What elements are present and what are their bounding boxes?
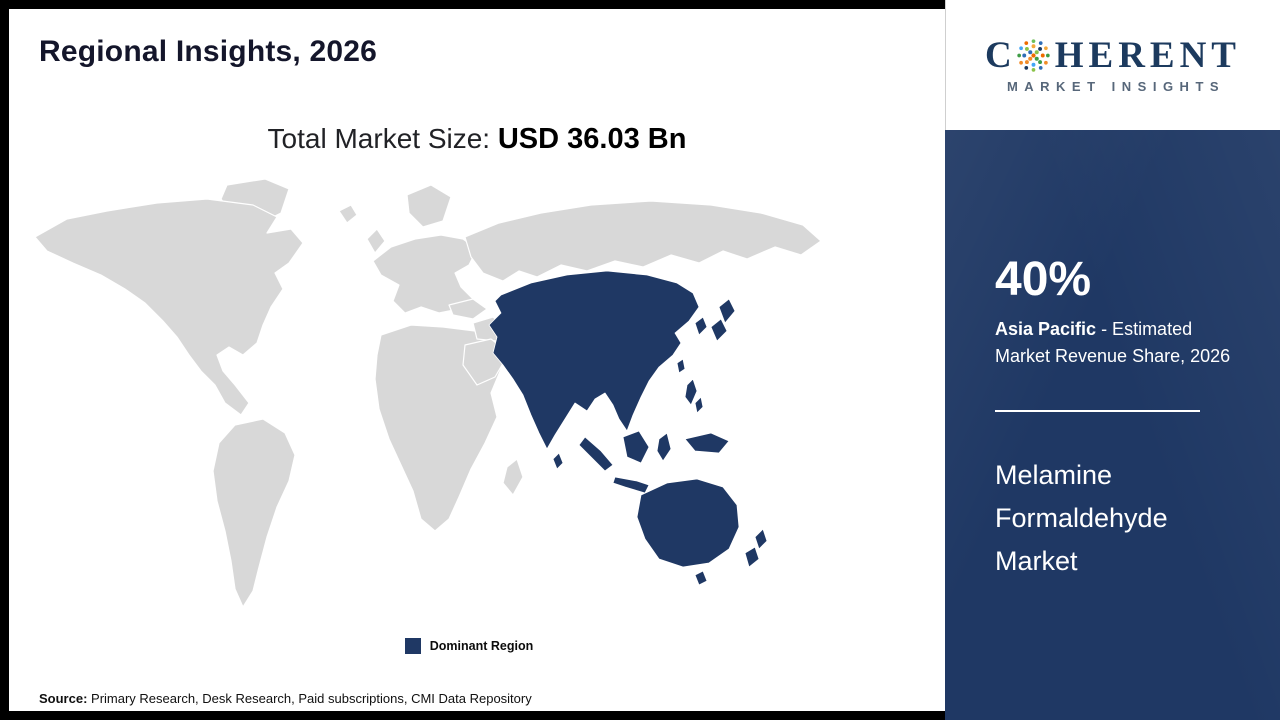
region-sulawesi xyxy=(656,432,672,462)
brand-wordmark: C HERENT xyxy=(985,37,1241,74)
region-japan-north xyxy=(718,298,736,324)
market-size-label: Total Market Size: xyxy=(267,123,491,154)
share-desc-text: - Estimated Market Revenue Share, 2026 xyxy=(995,319,1231,366)
landmass-other xyxy=(34,178,822,608)
region-korea xyxy=(694,316,708,336)
frame-top xyxy=(0,0,945,9)
asia-pacific-region-group xyxy=(488,270,768,586)
landmass-north-america xyxy=(34,198,304,416)
frame-left xyxy=(0,0,9,720)
region-japan-south xyxy=(710,318,728,342)
landmass-europe xyxy=(372,234,478,314)
source-line: Source: Primary Research, Desk Research,… xyxy=(39,691,532,706)
brand-letters: HERENT xyxy=(1054,34,1241,76)
source-label: Source: xyxy=(39,691,88,706)
brand-logo: C HERENT MARKET INSIGHTS xyxy=(945,0,1280,130)
region-sumatra xyxy=(578,436,614,472)
region-borneo xyxy=(622,430,650,464)
share-value: 40% xyxy=(995,253,1092,306)
region-philippines xyxy=(684,378,698,406)
world-map xyxy=(34,178,822,608)
frame-bottom xyxy=(0,711,945,720)
divider xyxy=(995,410,1200,412)
dotted-globe-icon xyxy=(1017,38,1050,72)
region-sri-lanka xyxy=(552,452,564,470)
landmass-uk xyxy=(366,228,386,254)
region-taiwan xyxy=(676,358,686,374)
region-new-zealand-south xyxy=(744,546,760,568)
landmass-madagascar xyxy=(502,458,524,496)
total-market-size: Total Market Size: USD 36.03 Bn xyxy=(9,123,945,156)
main-content: Regional Insights, 2026 Total Market Siz… xyxy=(9,9,945,711)
page-title: Regional Insights, 2026 xyxy=(39,35,378,68)
landmass-turkey xyxy=(448,298,488,320)
landmass-south-america xyxy=(212,418,296,608)
market-size-value: USD 36.03 Bn xyxy=(497,123,687,155)
legend-label: Dominant Region xyxy=(429,639,534,653)
landmass-iceland xyxy=(338,204,358,224)
legend-swatch xyxy=(404,638,421,654)
brand-tagline: MARKET INSIGHTS xyxy=(1006,78,1226,94)
brand-letter-c: C xyxy=(985,34,1012,76)
landmass-russia xyxy=(464,200,822,282)
region-new-zealand-north xyxy=(754,528,768,550)
sidebar-panel: 40% Asia Pacific - Estimated Market Reve… xyxy=(945,130,1280,720)
source-text: Primary Research, Desk Research, Paid su… xyxy=(87,691,532,706)
share-description: Asia Pacific - Estimated Market Revenue … xyxy=(995,316,1237,370)
landmass-scandinavia xyxy=(406,184,452,228)
region-philippines-south xyxy=(694,396,704,414)
share-region: Asia Pacific xyxy=(995,319,1097,339)
region-australia xyxy=(636,478,740,568)
market-name: Melamine Formaldehyde Market xyxy=(995,460,1168,577)
region-tasmania xyxy=(694,570,708,586)
map-legend: Dominant Region xyxy=(29,638,909,654)
region-new-guinea xyxy=(684,432,730,454)
region-asia-mainland xyxy=(488,270,700,450)
region-java xyxy=(612,476,650,494)
